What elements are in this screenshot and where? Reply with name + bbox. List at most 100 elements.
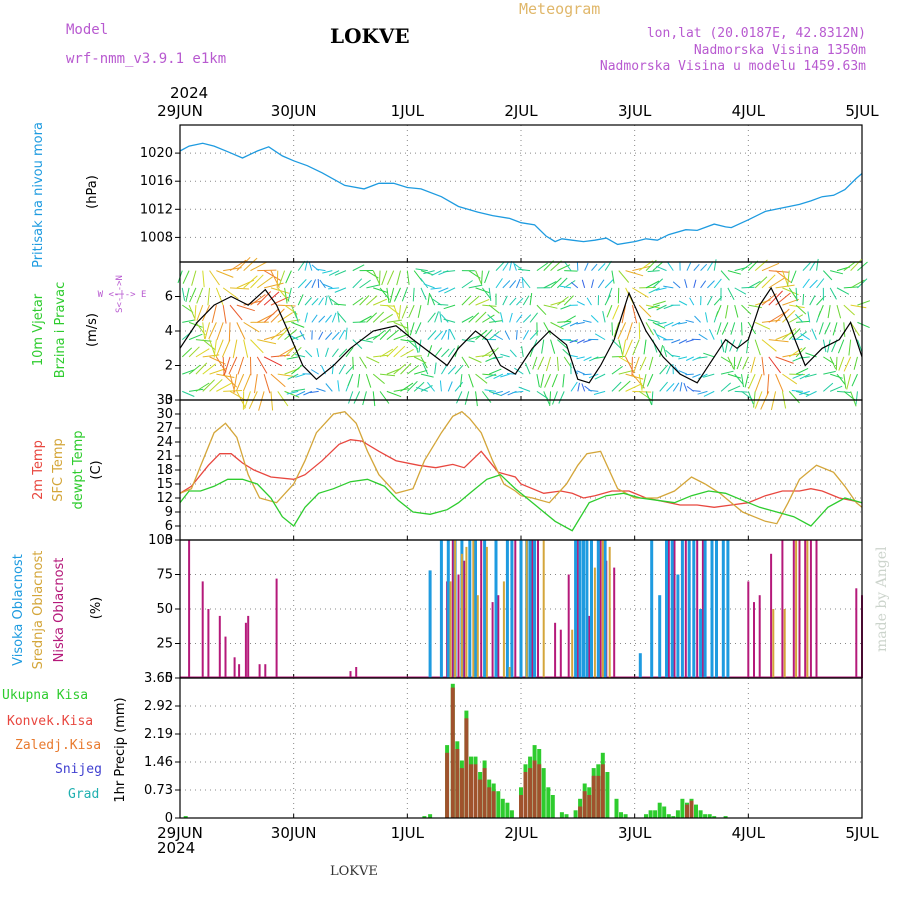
wind-vector	[789, 315, 803, 323]
low-cloud-bar	[753, 602, 755, 678]
wind-vector	[769, 357, 781, 373]
mid-cloud-bar	[486, 547, 488, 678]
wind-vector	[278, 374, 296, 376]
wind-vector	[203, 271, 204, 288]
wind-vector	[726, 305, 728, 318]
wind-vector	[625, 340, 632, 357]
wind-vector	[278, 391, 288, 406]
pressure-ytick-label: 1016	[140, 174, 173, 189]
wind-vector	[728, 386, 740, 391]
total-precip-bar	[699, 810, 703, 818]
wind-vector	[837, 288, 849, 294]
wind-vector	[707, 281, 714, 288]
temperature-ytick-label: 12	[156, 491, 173, 506]
wind-vector	[510, 280, 516, 287]
high-cloud-bar	[711, 540, 714, 678]
wind-vector	[769, 271, 789, 273]
wind-vector	[319, 332, 323, 340]
wind-vector	[613, 305, 619, 319]
pressure-ytick-label: 1020	[140, 146, 173, 161]
wind-vector	[271, 391, 273, 410]
mid-cloud-bar	[503, 581, 505, 678]
wind-vector	[755, 277, 767, 288]
total-precip-bar	[605, 772, 609, 818]
temperature-ytick-label: 27	[156, 421, 173, 436]
wind-vector	[305, 350, 311, 357]
wind-vector	[699, 334, 708, 339]
wind-vector	[482, 271, 483, 285]
wind-vector	[394, 334, 408, 339]
wind-title-2: Brzina i Pravac	[53, 282, 68, 379]
temp-label-sfc: SFC Temp	[51, 438, 66, 502]
wind-ytick-label: 2	[165, 359, 173, 374]
low-cloud-bar	[452, 540, 454, 678]
wind-vector	[769, 340, 789, 342]
wind-vector	[648, 271, 660, 272]
low-cloud-bar	[514, 540, 516, 678]
wind-vector	[801, 334, 810, 340]
wind-vector	[259, 391, 265, 410]
wind-vector	[544, 391, 550, 404]
wind-vector	[647, 374, 652, 386]
pressure-line	[180, 143, 862, 244]
x-tick-label-top: 30JUN	[271, 102, 317, 120]
wind-vector	[557, 297, 568, 306]
wind-vector	[716, 305, 721, 317]
wind-vector	[550, 391, 551, 406]
wind-vector	[582, 280, 584, 288]
wind-vector	[513, 262, 516, 271]
total-precip-bar	[546, 787, 550, 818]
precip-ytick-label: 2.19	[144, 727, 173, 742]
wind-vector	[792, 339, 803, 340]
wind-vector	[649, 288, 660, 293]
wind-vector	[782, 299, 798, 305]
low-cloud-bar	[568, 575, 570, 679]
wind-vector	[673, 282, 680, 288]
wind-vector	[505, 331, 509, 340]
high-cloud-bar	[639, 653, 642, 678]
wind-vector	[728, 374, 741, 378]
wind-vector	[626, 384, 643, 392]
wind-vector	[349, 391, 353, 403]
low-cloud-bar	[264, 664, 266, 678]
wind-vector	[482, 391, 491, 402]
wind-vector	[440, 381, 441, 392]
wind-vector	[622, 340, 625, 358]
low-cloud-bar	[668, 540, 670, 678]
precip-ytick-label: 0.73	[144, 783, 173, 798]
total-precip-bar	[501, 799, 505, 818]
total-precip-bar	[676, 810, 680, 818]
wind-vector	[652, 391, 653, 404]
wind-vector	[210, 271, 220, 285]
x-tick-label-top: 5JUL	[845, 102, 879, 120]
high-cloud-bar	[658, 595, 661, 678]
wind-vector	[673, 383, 679, 392]
wind-vector	[633, 340, 639, 355]
wind-vector	[421, 374, 434, 377]
wind-vector	[264, 271, 281, 281]
conv-precip-bar	[451, 688, 455, 818]
pressure-ytick-label: 1012	[140, 202, 173, 217]
wind-vector	[212, 305, 216, 323]
wind-vector	[591, 315, 598, 322]
wind-vector	[776, 374, 783, 392]
wind-vector	[264, 357, 282, 366]
wind-vector	[703, 353, 714, 357]
low-cloud-bar	[537, 540, 539, 678]
wind-vector	[854, 357, 857, 370]
low-cloud-bar	[492, 602, 494, 678]
wind-vector	[196, 349, 209, 357]
total-precip-bar	[680, 799, 684, 818]
wind-vector	[544, 305, 558, 308]
wind-vector	[557, 357, 558, 371]
wind-vector	[747, 340, 749, 354]
conv-precip-bar	[537, 764, 541, 818]
high-cloud-bar	[474, 540, 477, 678]
wind-vector	[578, 383, 580, 391]
mid-cloud-bar	[795, 540, 797, 678]
wind-vector	[851, 305, 867, 308]
wind-vector	[817, 259, 819, 271]
total-precip-bar	[542, 768, 546, 818]
wind-vector	[223, 305, 226, 323]
wind-vector	[387, 391, 401, 396]
